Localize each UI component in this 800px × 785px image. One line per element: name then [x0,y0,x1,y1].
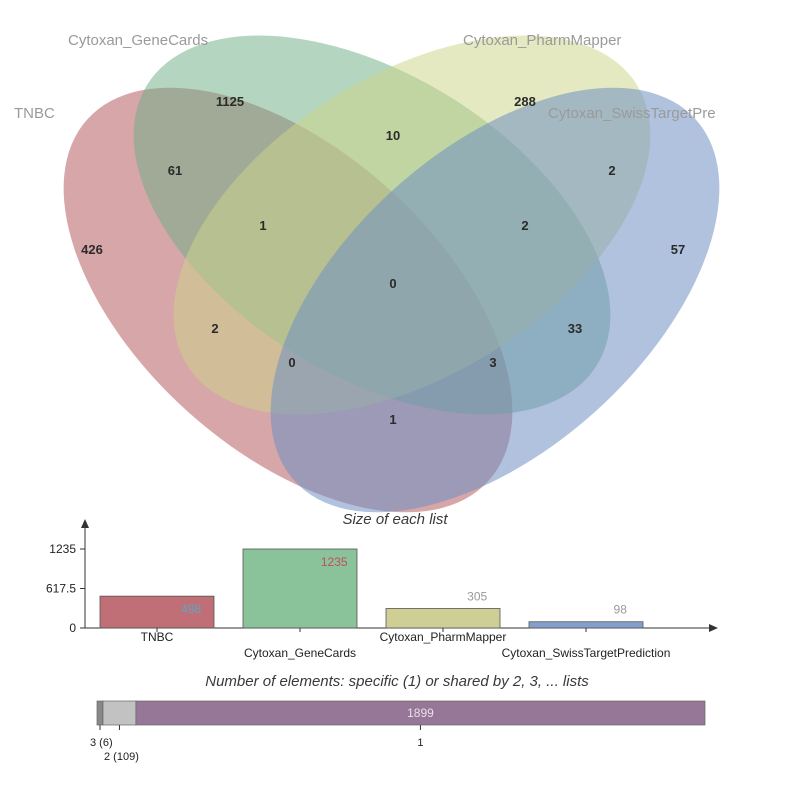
strip-segment-3 [135,700,706,726]
y-tick-label: 617.5 [46,582,76,596]
strip-labels: 3 (6) 2 (109) 1 [90,725,424,763]
region-genecards-swiss: 33 [568,321,582,336]
set-label-tnbc: TNBC [14,105,55,122]
y-tick-label: 1235 [49,542,76,556]
bar-4 [528,621,644,629]
set-label-pharmmapper: Cytoxan_PharmMapper [463,32,621,49]
category-label: Cytoxan_PharmMapper [380,630,507,644]
region-tnbc-pharmmapper-swiss: 0 [288,355,295,370]
region-tnbc-only: 426 [81,242,103,257]
strip-segments: 1899 [96,700,706,726]
bar-2 [242,548,358,629]
region-genecards-only: 1125 [216,94,244,109]
strip-label: 2 (109) [104,751,139,763]
chart-title: Size of each list [342,511,448,528]
bar-value-label: 305 [467,589,487,603]
set-label-genecards: Cytoxan_GeneCards [68,32,208,49]
y-ticks: 1235 617.5 0 [46,542,85,635]
x-axis-arrow [709,624,718,632]
region-tnbc-genecards-pharmmapper: 1 [259,218,266,233]
category-label: Cytoxan_GeneCards [244,646,356,660]
region-genecards-pharmmapper: 10 [386,128,400,143]
strip-segment-2 [102,700,137,726]
region-all-four: 0 [389,276,396,291]
strip-label: 3 (6) [90,737,113,749]
region-pharmmapper-only: 288 [514,94,536,109]
region-tnbc-swiss: 1 [389,412,396,427]
strip-label: 1 [417,737,423,749]
list-size-chart: Size of each list 1235 617.5 0 498 1235 305 9… [46,511,718,660]
region-tnbc-pharmmapper: 2 [211,321,218,336]
shared-strip: Number of elements: specific (1) or shar… [90,673,706,763]
region-pharmmapper-swiss: 2 [608,163,615,178]
strip-segment-1 [96,700,104,726]
category-labels: TNBC Cytoxan_GeneCards Cytoxan_PharmMapper… [141,628,671,660]
region-swiss-only: 57 [671,242,685,257]
bar-3 [385,608,501,629]
region-tnbc-genecards-swiss: 3 [489,355,496,370]
bars: 498 1235 305 98 [99,548,644,629]
set-label-swiss: Cytoxan_SwissTargetPre [548,105,716,122]
region-genecards-pharmmapper-swiss: 2 [521,218,528,233]
venn-set-swiss [270,87,720,513]
category-label: TNBC [141,630,174,644]
bar-value-label: 98 [614,603,628,617]
category-label: Cytoxan_SwissTargetPrediction [502,646,671,660]
strip-segment-value: 1899 [407,706,434,720]
y-axis-arrow [81,519,89,528]
bar-value-label: 1235 [321,555,348,569]
bar-value-label: 498 [181,602,201,616]
bar-1 [99,595,215,629]
venn-diagram: TNBC Cytoxan_GeneCards Cytoxan_PharmMapp… [14,32,720,513]
y-tick-label: 0 [69,621,76,635]
strip-title: Number of elements: specific (1) or shar… [205,673,589,690]
region-tnbc-genecards: 61 [168,163,182,178]
